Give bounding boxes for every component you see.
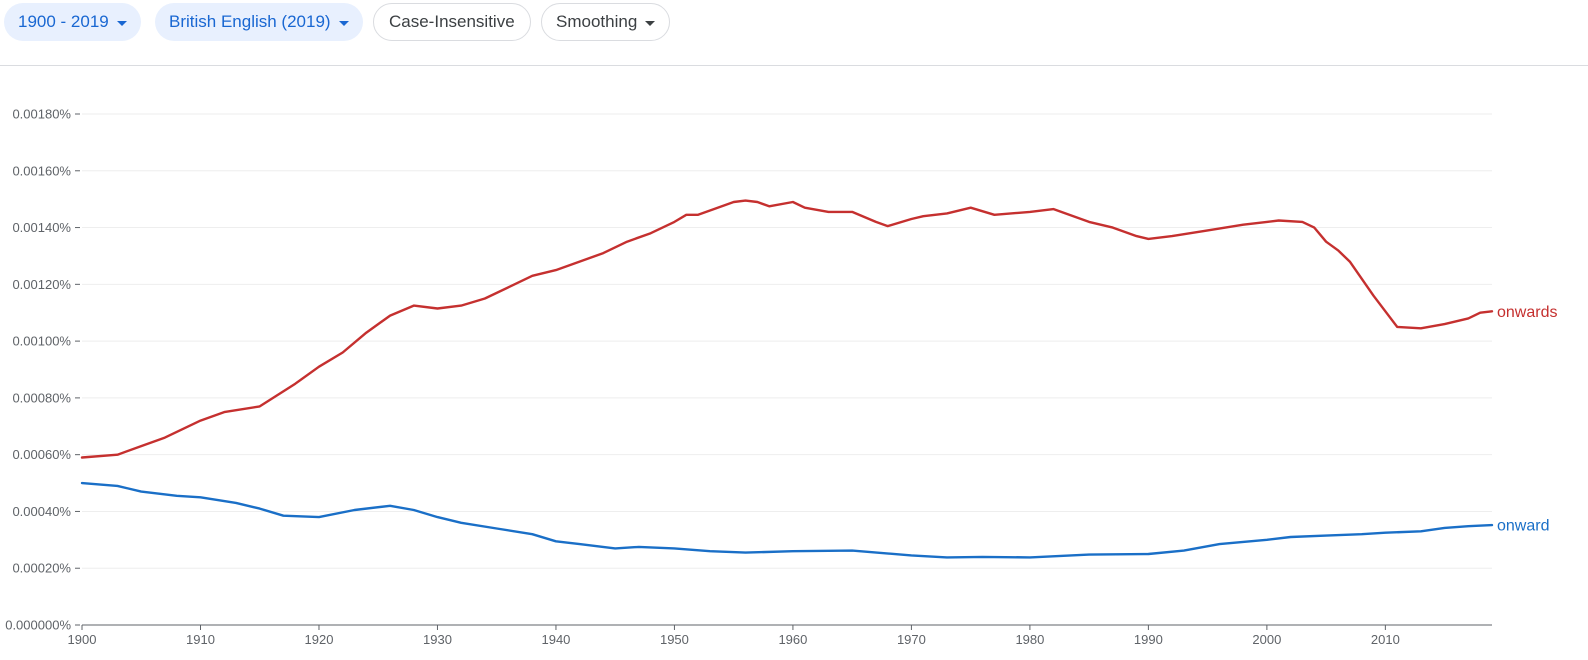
y-tick-label: 0.00180% xyxy=(12,107,71,122)
smoothing-dropdown[interactable]: Smoothing xyxy=(541,3,671,41)
y-tick-label: 0.00100% xyxy=(12,334,71,349)
x-tick-label: 1950 xyxy=(660,632,689,647)
x-tick-label: 1900 xyxy=(68,632,97,647)
y-tick-label: 0.00160% xyxy=(12,163,71,178)
y-tick-label: 0.00020% xyxy=(12,561,71,576)
y-tick-label: 0.000000% xyxy=(5,618,71,633)
x-tick-label: 1980 xyxy=(1015,632,1044,647)
x-tick-label: 1960 xyxy=(778,632,807,647)
chevron-down-icon xyxy=(338,20,349,26)
x-tick-label: 1920 xyxy=(305,632,334,647)
case-insensitive-toggle[interactable]: Case-Insensitive xyxy=(373,3,531,41)
chevron-down-icon xyxy=(645,20,656,26)
chevron-down-icon xyxy=(116,20,127,26)
x-tick-label: 1910 xyxy=(186,632,215,647)
year-range-label: 1900 - 2019 xyxy=(18,12,109,31)
y-tick-label: 0.00080% xyxy=(12,390,71,405)
toolbar: 1900 - 2019 British English (2019) Case-… xyxy=(0,0,1588,66)
x-tick-label: 1970 xyxy=(897,632,926,647)
x-tick-label: 2000 xyxy=(1252,632,1281,647)
x-tick-label: 1990 xyxy=(1134,632,1163,647)
ngram-chart: 0.000000% 0.00020% 0.00040% 0.00060% 0.00080… xyxy=(5,107,1557,648)
case-insensitive-label: Case-Insensitive xyxy=(389,12,515,31)
series-line-onward xyxy=(80,481,1494,559)
corpus-label: British English (2019) xyxy=(169,12,331,31)
corpus-dropdown[interactable]: British English (2019) xyxy=(155,3,363,41)
series-label-onward: onward xyxy=(1497,518,1549,535)
year-range-dropdown[interactable]: 1900 - 2019 xyxy=(4,3,141,41)
smoothing-label: Smoothing xyxy=(556,12,638,31)
y-tick-label: 0.00140% xyxy=(12,220,71,235)
series-line-onwards xyxy=(80,199,1494,459)
series-label-onwards: onwards xyxy=(1497,304,1557,321)
y-tick-label: 0.00060% xyxy=(12,447,71,462)
x-tick-label: 2010 xyxy=(1371,632,1400,647)
x-tick-label: 1930 xyxy=(423,632,452,647)
y-tick-label: 0.00120% xyxy=(12,277,71,292)
y-tick-label: 0.00040% xyxy=(12,504,71,519)
x-tick-label: 1940 xyxy=(541,632,570,647)
